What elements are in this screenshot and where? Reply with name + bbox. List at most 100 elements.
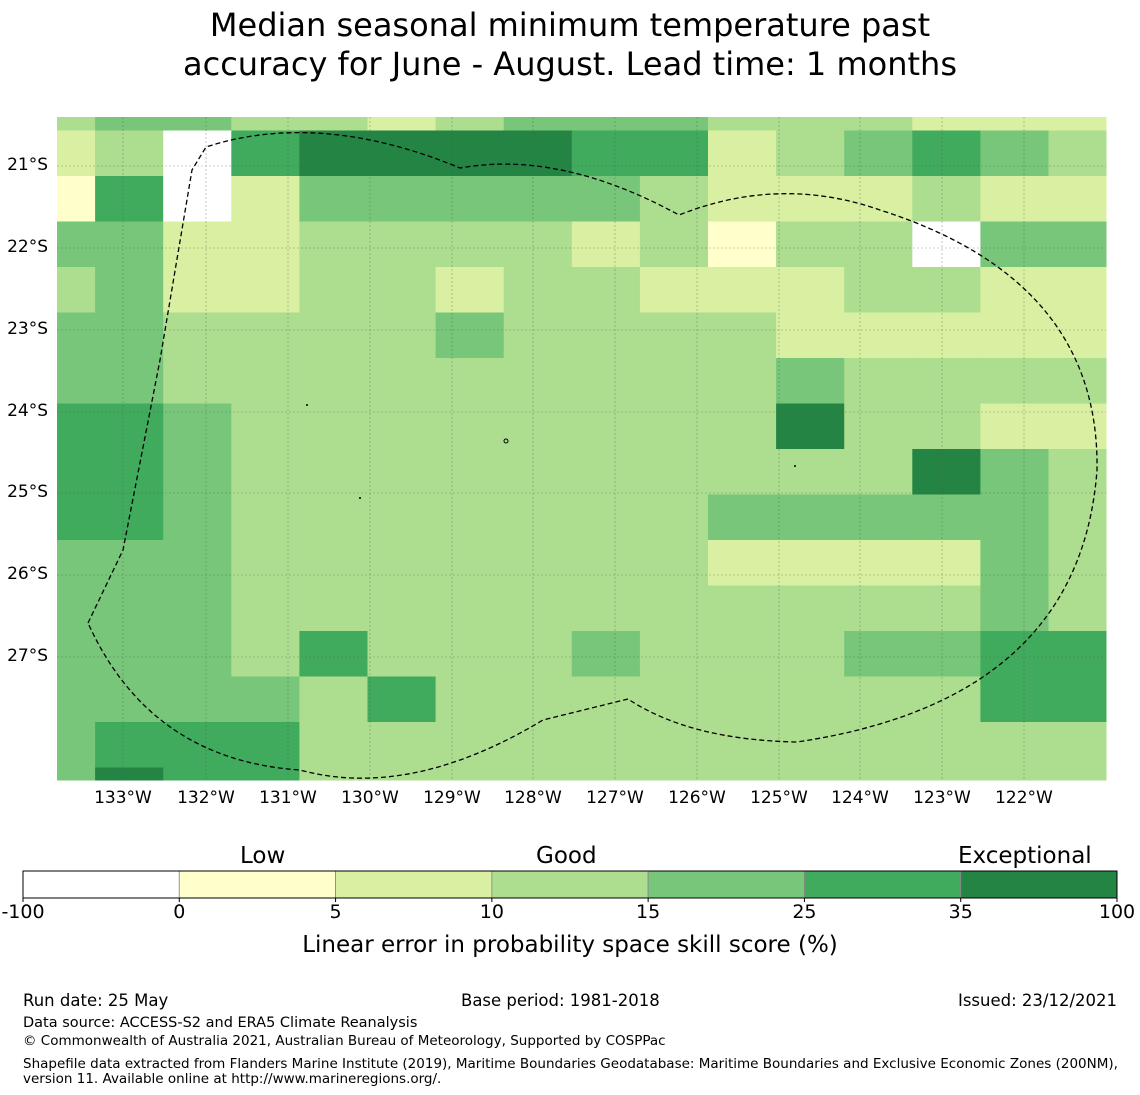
grid-cell <box>639 117 709 131</box>
grid-cell <box>299 676 368 723</box>
grid-cell <box>1048 449 1107 495</box>
colorbar-tick-label: 100 <box>1098 901 1136 923</box>
grid-cell <box>435 449 505 495</box>
grid-cell <box>503 540 573 586</box>
island-marks <box>306 404 796 499</box>
grid-cell <box>844 540 913 586</box>
eez-boundary <box>87 131 1098 779</box>
grid-cell <box>776 312 845 359</box>
grid-cell <box>503 449 573 495</box>
colorbar-tick-label: 25 <box>792 901 817 923</box>
colorbar-tick-label: 5 <box>329 901 342 923</box>
grid-cell <box>776 585 845 632</box>
grid-cell <box>639 494 709 541</box>
grid-cell <box>299 449 368 495</box>
grid-cell <box>57 176 96 222</box>
grid-cell <box>639 176 709 222</box>
grid-cell <box>708 585 777 632</box>
grid-cell <box>57 767 96 781</box>
grid-cell <box>299 358 368 404</box>
grid-cell <box>299 631 368 677</box>
grid-cell <box>435 676 505 723</box>
grid-cell <box>163 767 232 781</box>
grid-cell <box>163 449 232 495</box>
grid-cell <box>1048 358 1107 404</box>
latitude-label: 23°S <box>7 319 48 339</box>
grid-cell <box>980 312 1049 359</box>
grid-cell <box>95 585 164 632</box>
grid-cell <box>435 267 505 313</box>
latitude-label: 21°S <box>7 155 48 175</box>
grid-cell <box>367 722 437 768</box>
grid-cell <box>503 676 573 723</box>
grid-cell <box>912 403 981 450</box>
grid-cell <box>844 358 913 404</box>
grid-cell <box>980 540 1049 586</box>
grid-cell <box>639 676 709 723</box>
longitude-label: 132°W <box>177 788 235 808</box>
grid-cell <box>435 130 505 177</box>
grid-cell <box>299 176 368 222</box>
grid-cell <box>639 267 709 313</box>
grid-cell <box>980 267 1049 313</box>
grid-cell <box>912 267 981 313</box>
grid-cell <box>708 631 777 677</box>
grid-cell <box>844 767 913 781</box>
longitude-label: 127°W <box>586 788 644 808</box>
grid-cell <box>435 585 505 632</box>
grid-cell <box>776 722 845 768</box>
grid-cell <box>708 312 777 359</box>
copyright: © Commonwealth of Australia 2021, Austra… <box>23 1033 666 1049</box>
grid-cell <box>95 767 164 781</box>
grid-cell <box>367 117 437 131</box>
grid-cell <box>571 676 641 723</box>
grid-cell <box>639 631 709 677</box>
grid-cell <box>57 540 96 586</box>
grid-cell <box>367 312 437 359</box>
grid-cell <box>776 267 845 313</box>
grid-cell <box>503 312 573 359</box>
grid-cell <box>435 494 505 541</box>
colorbar-tick-label: 35 <box>948 901 973 923</box>
grid-cell <box>912 117 981 131</box>
grid-cell <box>571 312 641 359</box>
grid-cell <box>367 676 437 723</box>
colorbar-segment <box>22 870 180 899</box>
colorbar-tick-label: 15 <box>636 901 661 923</box>
grid-cell <box>776 540 845 586</box>
grid-cell <box>231 117 300 131</box>
grid-cell <box>912 585 981 632</box>
grid-cell <box>571 449 641 495</box>
grid-cell <box>95 176 164 222</box>
grid-cell <box>1048 540 1107 586</box>
longitude-label: 125°W <box>750 788 808 808</box>
grid-cell <box>844 117 913 131</box>
grid-cell <box>231 221 300 268</box>
grid-cell <box>435 631 505 677</box>
grid-cell <box>639 130 709 177</box>
grid-cell <box>367 358 437 404</box>
grid-cell <box>503 358 573 404</box>
grid-cell <box>708 767 777 781</box>
grid-cell <box>571 117 641 131</box>
longitude-label: 122°W <box>995 788 1053 808</box>
grid-cell <box>435 767 505 781</box>
grid-cell <box>708 449 777 495</box>
grid-cell <box>57 449 96 495</box>
grid-cell <box>163 267 232 313</box>
grid-cell <box>571 494 641 541</box>
grid-cell <box>231 358 300 404</box>
grid-cell <box>95 449 164 495</box>
grid-cell <box>571 176 641 222</box>
grid-cell <box>708 676 777 723</box>
grid-cell <box>912 312 981 359</box>
base-period: Base period: 1981-2018 <box>461 991 660 1010</box>
grid-cell <box>231 176 300 222</box>
grid-cell <box>435 312 505 359</box>
grid-cell <box>980 494 1049 541</box>
grid-cell <box>844 130 913 177</box>
grid-cell <box>231 267 300 313</box>
grid-cell <box>57 722 96 768</box>
grid-cell <box>231 449 300 495</box>
grid-cell <box>571 585 641 632</box>
